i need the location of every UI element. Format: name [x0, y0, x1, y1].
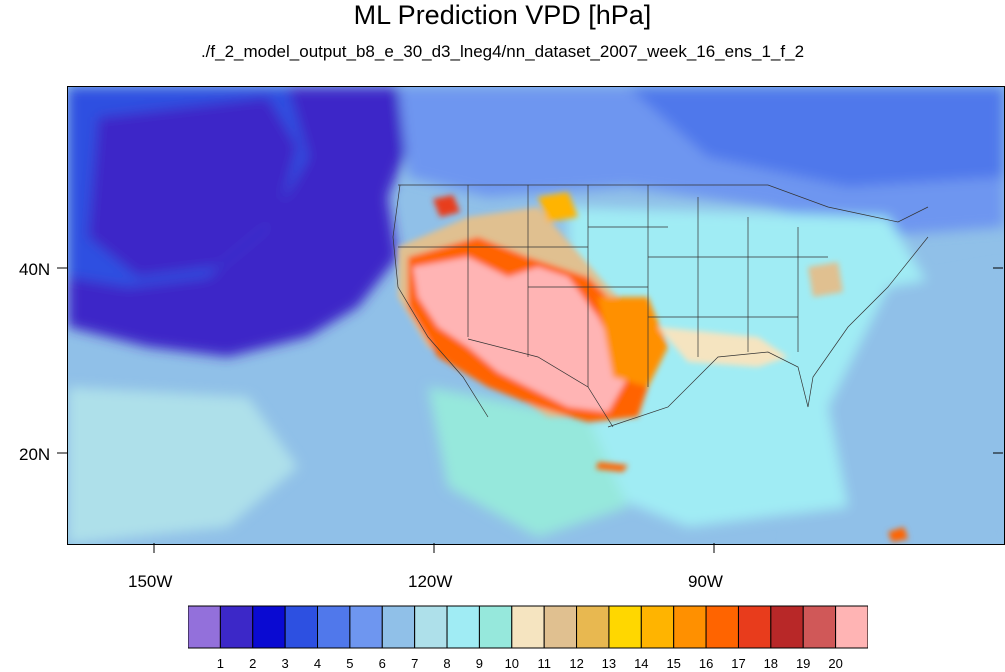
colorbar-swatch — [576, 605, 610, 649]
map-subtitle: ./f_2_model_output_b8_e_30_d3_lneg4/nn_d… — [200, 42, 805, 61]
colorbar-label: 10 — [504, 656, 520, 671]
pacific-nw-patch — [433, 195, 460, 217]
colorbar-label: 11 — [537, 656, 551, 671]
atlantic-field — [788, 267, 1004, 544]
colorbar-swatch — [835, 605, 869, 649]
colorbar-label: 19 — [795, 656, 811, 671]
colorbar-swatch — [252, 605, 286, 649]
colorbar-swatch — [478, 605, 513, 649]
colorbar-swatch — [284, 605, 319, 649]
colorbar-swatch — [349, 605, 383, 649]
colorbar-label: 18 — [763, 656, 779, 671]
colorbar-label: 17 — [731, 656, 746, 671]
gulf-field — [588, 407, 848, 527]
colorbar-label: 6 — [378, 656, 386, 671]
colorbar-swatch — [608, 605, 642, 649]
colorbar-swatch — [187, 605, 221, 649]
colorbar-swatch — [446, 605, 480, 649]
carolinas-warm-patch — [808, 262, 843, 297]
colorbar-label: 14 — [634, 656, 649, 671]
vpd-map-svg — [68, 87, 1004, 544]
colorbar-swatch — [802, 605, 837, 649]
lat-label-20n: 20N — [19, 445, 51, 464]
colorbar-swatch — [511, 605, 545, 649]
colorbar-label: 2 — [249, 656, 257, 671]
colorbar-swatch — [317, 605, 351, 649]
lon-label-90w: 90W — [688, 572, 723, 591]
west-coast-line — [392, 184, 489, 418]
colorbar-label: 5 — [346, 656, 354, 671]
boundary-lines — [392, 184, 929, 428]
colorbar-swatch — [381, 605, 416, 649]
lon-label-150w: 150W — [128, 572, 173, 591]
colorbar-swatch — [219, 605, 254, 649]
hudson-field — [628, 87, 1004, 187]
caribbean-patch — [888, 527, 908, 542]
colorbar-swatch — [770, 605, 804, 649]
colorbar-label: 9 — [475, 656, 483, 671]
us-mexico-border — [467, 338, 614, 428]
colorbar-swatch — [640, 605, 675, 649]
state-lines-west — [398, 185, 668, 387]
mexico-pacific-field — [428, 387, 628, 537]
colorbar-label: 4 — [313, 656, 322, 671]
state-lines-east — [647, 185, 828, 387]
colorbar-swatch — [414, 605, 448, 649]
colorbar-label: 20 — [828, 656, 843, 671]
colorbar-svg — [187, 605, 869, 649]
lat-label-40n: 40N — [19, 260, 51, 279]
texas-plains-hot — [598, 297, 668, 387]
map-title: ML Prediction VPD [hPa] — [353, 0, 652, 30]
colorbar-label: 1 — [216, 656, 224, 671]
colorbar-swatch — [543, 605, 578, 649]
colorbar-label: 13 — [601, 656, 617, 671]
colorbar — [187, 605, 869, 654]
vpd-map — [67, 86, 1005, 545]
pacific-arc-field — [88, 97, 298, 277]
gulf-coast-line — [607, 236, 929, 428]
lon-label-120w: 120W — [408, 572, 453, 591]
southwest-extreme-core — [413, 257, 628, 412]
colorbar-label: 12 — [569, 656, 584, 671]
southeast-warm-patch — [658, 327, 788, 367]
mexico-coast-patch — [596, 462, 628, 472]
subtropical-pacific-field — [68, 387, 298, 544]
idaho-patch — [538, 192, 578, 222]
colorbar-swatch — [737, 605, 772, 649]
colorbar-label: 16 — [698, 656, 714, 671]
us-canada-border — [398, 184, 929, 223]
colorbar-swatch — [705, 605, 739, 649]
colorbar-label: 8 — [443, 656, 451, 671]
colorbar-swatch — [673, 605, 707, 649]
colorbar-label: 15 — [666, 656, 681, 671]
colorbar-label: 3 — [281, 656, 289, 671]
colorbar-label: 7 — [411, 656, 419, 671]
